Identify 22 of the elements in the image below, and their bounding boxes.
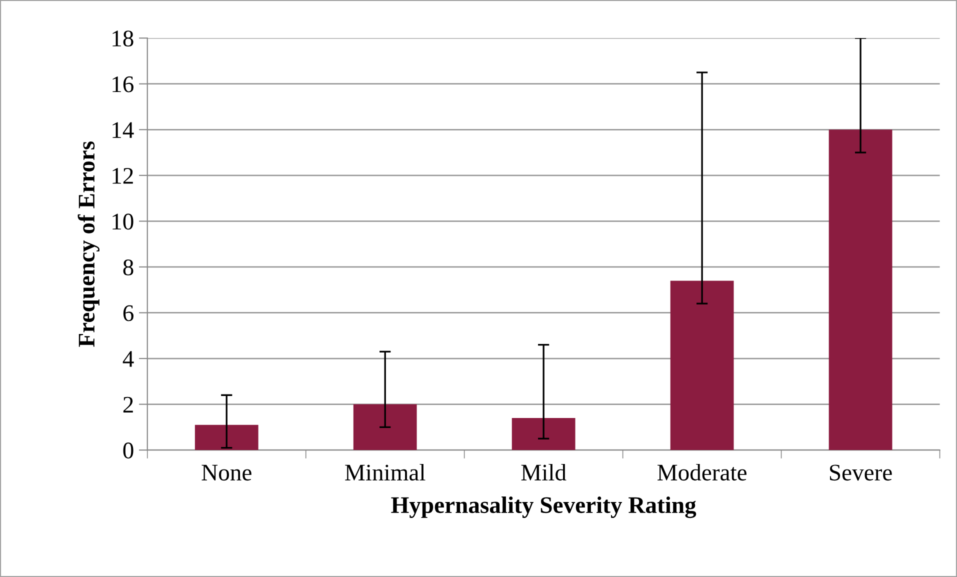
- y-tick-label: 16: [112, 76, 134, 92]
- y-tick-label: 2: [123, 396, 133, 412]
- bar: [828, 130, 892, 450]
- bar: [194, 424, 258, 450]
- y-tick-label: 10: [112, 214, 134, 230]
- x-tick-label: Severe: [830, 464, 892, 481]
- y-tick-label: 0: [123, 442, 134, 458]
- y-tick-label: 4: [122, 351, 134, 367]
- y-tick-label: 12: [112, 168, 133, 184]
- y-axis-title: Frequency of Errors: [78, 141, 100, 347]
- x-tick-label: Minimal: [345, 464, 426, 481]
- bar: [353, 404, 417, 450]
- y-tick-label: 6: [123, 305, 134, 322]
- bar: [670, 280, 734, 450]
- y-tick-label: 8: [123, 259, 134, 276]
- x-axis-title: Hypernasality Severity Rating: [391, 496, 696, 518]
- y-tick-label: 14: [112, 122, 134, 138]
- x-tick-label: Moderate: [658, 464, 746, 481]
- x-tick-label: None: [202, 464, 252, 481]
- bar: [512, 418, 576, 450]
- x-tick-label: Mild: [521, 464, 566, 481]
- y-tick-label: 18: [112, 30, 134, 47]
